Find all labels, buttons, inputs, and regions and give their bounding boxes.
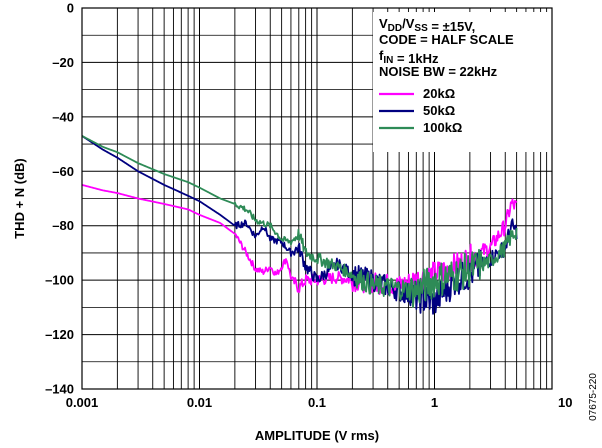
y-tick-label: 0: [67, 1, 74, 16]
grid: [81, 7, 552, 390]
y-tick-label: –140: [45, 382, 74, 397]
condition-line: CODE = HALF SCALE: [379, 32, 514, 47]
x-tick-label: 0.001: [66, 395, 99, 410]
x-tick-label: 0.1: [308, 395, 326, 410]
legend-label: 50kΩ: [423, 103, 455, 118]
legend-label: 20kΩ: [423, 86, 455, 101]
plot-frame: [81, 7, 553, 390]
legend-label: 100kΩ: [423, 120, 462, 135]
x-tick-labels: 0.001 0.01 0.1 1 10: [66, 395, 573, 410]
condition-line: VDD/VSS = ±15V,: [379, 16, 475, 34]
series-line-3: [81, 135, 518, 308]
x-tick-label: 0.01: [187, 395, 212, 410]
series-line-2: [81, 135, 518, 315]
y-tick-label: –120: [45, 327, 74, 342]
x-tick-label: 1: [431, 395, 438, 410]
legend-entries: 20kΩ 50kΩ 100kΩ: [379, 86, 462, 135]
y-tick-label: –100: [45, 273, 74, 288]
condition-line: NOISE BW = 22kHz: [379, 64, 498, 79]
y-axis-title: THD + N (dB): [12, 158, 27, 239]
series-lines: [81, 135, 518, 315]
y-tick-label: –20: [52, 55, 74, 70]
y-tick-label: –60: [52, 164, 74, 179]
x-tick-label: 10: [558, 395, 572, 410]
y-tick-label: –40: [52, 109, 74, 124]
x-axis-title: AMPLITUDE (V rms): [255, 428, 379, 443]
y-tick-labels: 0 –20 –40 –60 –80 –100 –120 –140: [45, 1, 74, 397]
series-line-1: [81, 184, 518, 296]
document-code: 07675-220: [588, 373, 599, 421]
y-tick-label: –80: [52, 218, 74, 233]
condition-line: fIN = 1kHz: [379, 48, 439, 66]
